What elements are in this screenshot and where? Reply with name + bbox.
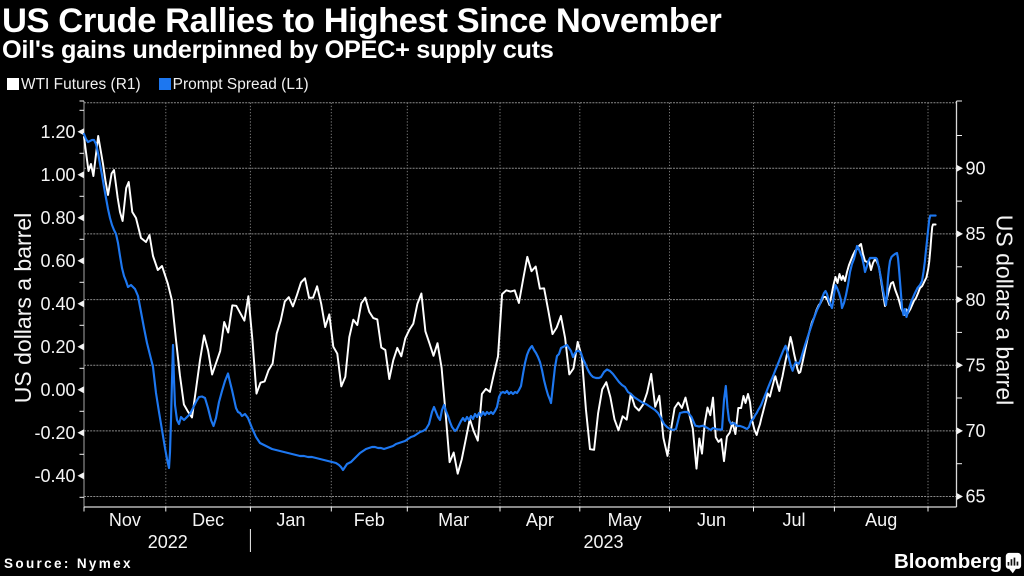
svg-text:Aug: Aug xyxy=(865,510,897,530)
svg-text:0.60: 0.60 xyxy=(40,251,75,271)
svg-text:Apr: Apr xyxy=(526,510,554,530)
svg-text:1.00: 1.00 xyxy=(40,165,75,185)
svg-text:May: May xyxy=(608,510,642,530)
svg-text:Jun: Jun xyxy=(697,510,726,530)
svg-text:Nov: Nov xyxy=(109,510,141,530)
svg-text:-0.40: -0.40 xyxy=(34,466,75,486)
svg-text:Jan: Jan xyxy=(276,510,305,530)
svg-text:US dollars a barrel: US dollars a barrel xyxy=(10,213,36,403)
svg-text:75: 75 xyxy=(966,355,986,375)
svg-text:Mar: Mar xyxy=(438,510,469,530)
svg-text:Jul: Jul xyxy=(782,510,805,530)
svg-text:2022: 2022 xyxy=(148,532,188,552)
svg-text:0.40: 0.40 xyxy=(40,294,75,314)
svg-text:0.00: 0.00 xyxy=(40,380,75,400)
svg-text:65: 65 xyxy=(966,487,986,507)
svg-text:US dollars a barrel: US dollars a barrel xyxy=(992,215,1018,405)
svg-text:85: 85 xyxy=(966,224,986,244)
svg-text:0.80: 0.80 xyxy=(40,208,75,228)
svg-text:Feb: Feb xyxy=(354,510,385,530)
svg-text:Dec: Dec xyxy=(192,510,224,530)
svg-text:90: 90 xyxy=(966,159,986,179)
svg-text:70: 70 xyxy=(966,421,986,441)
svg-text:2023: 2023 xyxy=(583,532,623,552)
svg-text:-0.20: -0.20 xyxy=(34,423,75,443)
svg-text:1.20: 1.20 xyxy=(40,122,75,142)
svg-text:0.20: 0.20 xyxy=(40,337,75,357)
svg-text:80: 80 xyxy=(966,290,986,310)
